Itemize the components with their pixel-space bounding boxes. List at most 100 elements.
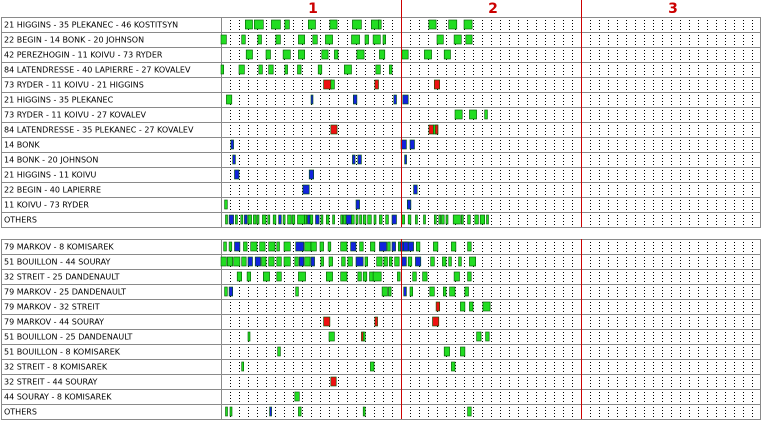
shift-segment <box>256 214 260 225</box>
row-label: 14 BONK - 20 JOHNSON <box>4 156 98 165</box>
shift-segment <box>379 214 383 225</box>
shift-segment <box>319 241 324 252</box>
shift-segment <box>236 271 242 282</box>
period-label: 3 <box>668 1 678 17</box>
shift-segment <box>228 241 233 252</box>
shift-segment <box>302 184 310 195</box>
shift-segment <box>250 241 258 252</box>
shift-segment <box>401 214 405 225</box>
shift-segment <box>228 286 234 297</box>
shift-segment <box>404 154 407 165</box>
shift-segment <box>294 391 300 402</box>
shift-segment <box>460 301 466 312</box>
shift-segment <box>402 94 409 105</box>
row-label: OTHERS <box>4 408 37 417</box>
shift-segment <box>320 256 324 267</box>
shift-segment <box>233 256 241 267</box>
shift-segment <box>413 184 418 195</box>
shift-segment <box>350 241 357 252</box>
shift-segment <box>225 214 228 225</box>
shift-segment <box>232 154 236 165</box>
shift-segment <box>438 214 442 225</box>
shift-segment <box>376 256 383 267</box>
shift-segment <box>445 214 449 225</box>
row-label: 51 BOUILLON - 25 DANDENAULT <box>4 333 133 342</box>
row-label: 79 MARKOV - 8 KOMISAREK <box>4 243 114 252</box>
shift-segment <box>278 214 282 225</box>
shift-segment <box>277 346 281 357</box>
shift-segment <box>391 241 396 252</box>
shift-segment <box>355 214 359 225</box>
shift-segment <box>245 19 253 30</box>
shift-segment <box>253 214 257 225</box>
shift-segment <box>460 214 464 225</box>
shift-segment <box>340 214 344 225</box>
shift-segment <box>325 214 330 225</box>
shift-segment <box>343 214 347 225</box>
shift-segment <box>234 169 240 180</box>
shift-segment <box>415 214 418 225</box>
shift-segment <box>241 361 244 372</box>
shift-segment <box>458 256 462 267</box>
row-label: 14 BONK <box>4 141 40 150</box>
shift-segment <box>443 346 450 357</box>
shift-segment <box>394 256 400 267</box>
shift-segment <box>397 271 401 282</box>
shift-segment <box>441 214 445 225</box>
shift-segment <box>382 34 386 45</box>
shift-segment <box>379 241 387 252</box>
shift-segment <box>388 64 393 75</box>
row-label: 84 LATENDRESSE - 35 PLEKANEC - 27 KOVALE… <box>4 126 194 135</box>
shift-segment <box>276 271 282 282</box>
shift-segment <box>432 316 440 327</box>
shift-segment <box>451 241 457 252</box>
shift-segment <box>304 256 311 267</box>
shift-segment <box>403 241 409 252</box>
shift-segment <box>257 34 262 45</box>
shift-segment <box>310 94 314 105</box>
shift-segment <box>391 214 397 225</box>
shift-segment <box>283 241 291 252</box>
shift-segment <box>409 139 415 150</box>
shift-segment <box>284 19 290 30</box>
shift-segment <box>433 214 437 225</box>
shift-segment <box>372 271 382 282</box>
shift-segment <box>283 256 291 267</box>
shift-segment <box>454 109 463 120</box>
shift-segment <box>436 34 444 45</box>
shift-segment <box>467 271 472 282</box>
shift-segment <box>310 241 317 252</box>
shift-segment <box>265 49 271 60</box>
shift-segment <box>362 214 367 225</box>
shift-segment <box>220 34 227 45</box>
shift-segment <box>415 256 422 267</box>
shift-segment <box>464 286 469 297</box>
shift-segment <box>433 241 439 252</box>
shift-segment <box>220 256 227 267</box>
shift-segment <box>381 286 388 297</box>
shift-segment <box>385 214 389 225</box>
shift-segment <box>442 286 447 297</box>
shift-segment <box>309 214 314 225</box>
shift-segment <box>321 49 329 60</box>
shift-segment <box>423 214 426 225</box>
row-label: 11 KOIVU - 73 RYDER <box>4 201 89 210</box>
shift-segment <box>235 214 238 225</box>
shift-segment <box>282 214 286 225</box>
shift-segment <box>453 271 460 282</box>
row-label: 44 SOURAY - 8 KOMISAREK <box>4 393 112 402</box>
shift-segment <box>362 331 366 342</box>
shift-segment <box>323 79 333 90</box>
shift-segment <box>230 139 234 150</box>
shift-segment <box>407 241 414 252</box>
shift-segment <box>225 406 228 417</box>
shift-segment <box>254 19 264 30</box>
shift-segment <box>443 49 451 60</box>
shift-segment <box>268 256 275 267</box>
shift-segment <box>448 19 458 30</box>
shift-segment <box>247 214 252 225</box>
shift-segment <box>317 64 323 75</box>
shift-segment <box>298 34 305 45</box>
shift-segment <box>304 214 308 225</box>
shift-segment <box>469 256 476 267</box>
